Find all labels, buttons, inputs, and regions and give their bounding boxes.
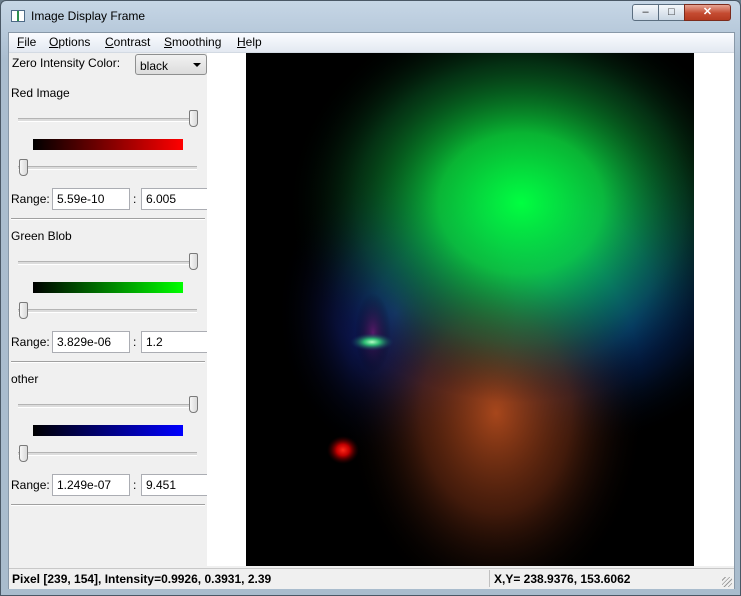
maximize-button[interactable]: □ — [658, 4, 685, 21]
upper-slider-track[interactable] — [18, 404, 197, 408]
channel-name: Red Image — [11, 86, 70, 100]
channel-name: Green Blob — [11, 229, 72, 243]
upper-slider-track[interactable] — [18, 118, 197, 122]
menu-file[interactable]: File — [17, 35, 37, 49]
image-viewport — [207, 53, 734, 566]
lower-slider-track[interactable] — [18, 309, 197, 313]
app-icon — [11, 10, 25, 22]
range-max-input[interactable]: 9.451 — [141, 474, 208, 496]
menu-contrast[interactable]: Contrast — [105, 35, 151, 49]
range-separator: : — [133, 335, 137, 349]
rgb-composite-image — [246, 53, 694, 566]
status-bar: Pixel [239, 154], Intensity=0.9926, 0.39… — [9, 568, 734, 589]
pixel-readout: Pixel [239, 154], Intensity=0.9926, 0.39… — [12, 572, 272, 586]
range-min-input[interactable]: 5.59e-10 — [52, 188, 130, 210]
zero-intensity-select[interactable]: black — [135, 54, 207, 75]
lower-slider-thumb[interactable] — [19, 445, 28, 462]
coordinate-readout: X,Y= 238.9376, 153.6062 — [494, 572, 631, 586]
status-divider — [489, 570, 490, 587]
range-label: Range: — [11, 192, 50, 206]
upper-slider-track[interactable] — [18, 261, 197, 265]
range-label: Range: — [11, 478, 50, 492]
menu-options[interactable]: Options — [49, 35, 91, 49]
color-scale-bar — [33, 425, 183, 436]
menu-bar: File Options Contrast Smoothing Help — [9, 33, 734, 53]
color-scale-bar — [33, 139, 183, 150]
window-title: Image Display Frame — [31, 9, 146, 23]
upper-slider-thumb[interactable] — [189, 253, 198, 270]
close-button[interactable]: ✕ — [684, 4, 731, 21]
menu-help[interactable]: Help — [237, 35, 262, 49]
channel-name: other — [11, 372, 39, 386]
minimize-button[interactable]: ‒ — [632, 4, 659, 21]
upper-slider-thumb[interactable] — [189, 396, 198, 413]
client-area: File Options Contrast Smoothing Help Zer… — [8, 32, 735, 589]
range-separator: : — [133, 478, 137, 492]
range-separator: : — [133, 192, 137, 206]
section-divider — [11, 361, 205, 363]
resize-grip-icon[interactable] — [722, 577, 732, 587]
section-divider — [11, 504, 205, 506]
chevron-down-icon — [193, 63, 201, 67]
range-max-input[interactable]: 1.2 — [141, 331, 208, 353]
lower-slider-track[interactable] — [18, 166, 197, 170]
lower-slider-thumb[interactable] — [19, 302, 28, 319]
zero-intensity-value: black — [140, 59, 169, 73]
lower-slider-track[interactable] — [18, 452, 197, 456]
channel-panel: Zero Intensity Color: black Red Image Ra… — [9, 53, 208, 566]
range-min-input[interactable]: 1.249e-07 — [52, 474, 130, 496]
range-min-input[interactable]: 3.829e-06 — [52, 331, 130, 353]
range-max-input[interactable]: 6.005 — [141, 188, 208, 210]
zero-intensity-label: Zero Intensity Color: — [12, 56, 121, 70]
range-label: Range: — [11, 335, 50, 349]
title-bar[interactable]: Image Display Frame ‒ □ ✕ — [1, 1, 740, 32]
upper-slider-thumb[interactable] — [189, 110, 198, 127]
menu-smoothing[interactable]: Smoothing — [164, 35, 222, 49]
lower-slider-thumb[interactable] — [19, 159, 28, 176]
image-display[interactable] — [246, 53, 694, 566]
section-divider — [11, 218, 205, 220]
color-scale-bar — [33, 282, 183, 293]
